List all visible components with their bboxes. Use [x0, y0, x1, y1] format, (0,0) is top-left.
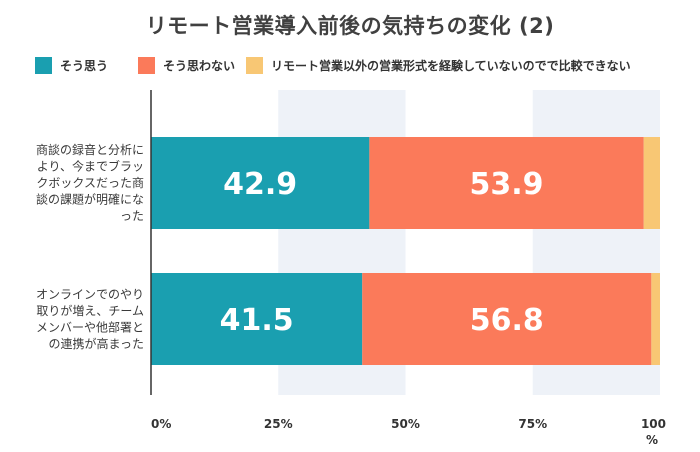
- x-axis-unit: %: [646, 433, 658, 447]
- legend-label-agree: そう思う: [60, 58, 109, 73]
- bar-segment: [369, 137, 644, 229]
- legend-swatch-disagree: [138, 56, 155, 74]
- legend: そう思う そう思わない リモート営業以外の営業形式を経験していないのでで比較でき…: [0, 54, 700, 76]
- legend-label-cannot-compare: リモート営業以外の営業形式を経験していないのでで比較できない: [271, 58, 631, 73]
- x-tick-label: 0%: [151, 417, 171, 431]
- bar-segment: [151, 273, 363, 365]
- x-tick-label: 25%: [264, 417, 293, 431]
- bar-segment: [651, 273, 660, 365]
- category-label: 商談の録音と分析により、今までブラックボックスだった商談の課題が明確になった: [36, 142, 144, 223]
- legend-swatch-agree: [35, 56, 52, 74]
- category-labels: 商談の録音と分析により、今までブラックボックスだった商談の課題が明確になったオン…: [36, 142, 144, 351]
- data-label: 53.9: [470, 167, 544, 202]
- legend-item-cannot-compare: リモート営業以外の営業形式を経験していないのでで比較できない: [246, 54, 631, 76]
- bar-segment: [151, 137, 370, 229]
- legend-swatch-cannot-compare: [246, 56, 263, 74]
- x-tick-label: 75%: [518, 417, 547, 431]
- bars: 42.9 53.9 41.5 56.8: [151, 137, 660, 365]
- chart-title: リモート営業導入前後の気持ちの変化 (2): [145, 14, 555, 38]
- data-label: 41.5: [220, 303, 294, 338]
- bar-segment: [643, 137, 660, 229]
- x-axis: 0% 25% 50% 75% 100%: [150, 90, 666, 447]
- x-tick-label: 100: [641, 417, 666, 431]
- bar-segment: [362, 273, 652, 365]
- category-label: オンラインでのやり取りが増え、チームメンバーや他部署との連携が高まった: [36, 287, 144, 351]
- legend-item-disagree: そう思わない: [138, 54, 235, 76]
- x-tick-label: 50%: [391, 417, 420, 431]
- data-label: 42.9: [223, 167, 297, 202]
- legend-label-disagree: そう思わない: [163, 58, 236, 73]
- data-label: 56.8: [470, 303, 544, 338]
- legend-item-agree: そう思う: [35, 54, 108, 76]
